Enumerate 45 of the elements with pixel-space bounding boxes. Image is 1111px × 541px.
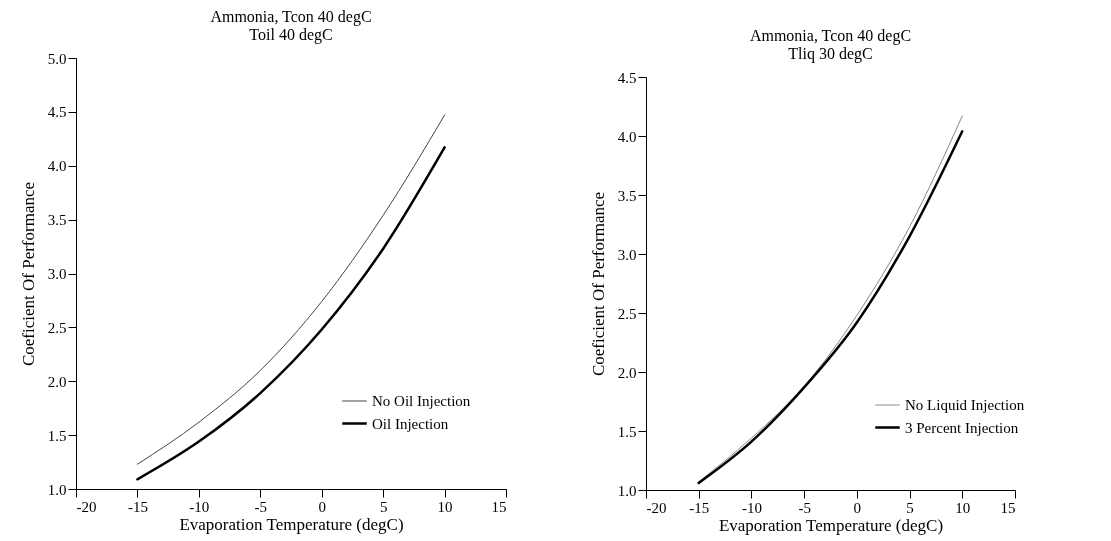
y-tick-label: 4.0 — [47, 158, 67, 175]
y-tick-label: 2.0 — [617, 364, 637, 381]
text: Ammonia, Tcon 40 degC — [749, 27, 912, 44]
x-tick-label: 15 — [1000, 499, 1016, 516]
y-axis-title: Coeficient Of Performance — [18, 181, 38, 367]
y-tick-label: 3.0 — [47, 266, 67, 282]
y-axis-title: Coeficient Of Performance — [588, 191, 608, 377]
legend-label: Oil Injection — [372, 415, 449, 432]
x-tick-label: 10 — [437, 498, 453, 515]
x-tick-label: -20 — [76, 498, 97, 515]
legend-label: No Oil Injection — [372, 393, 471, 409]
y-tick-label: 1.5 — [617, 423, 637, 440]
y-tick-label: 3.0 — [617, 246, 637, 263]
x-tick-label: -10 — [189, 498, 210, 515]
y-tick-label: 2.5 — [47, 319, 67, 336]
x-tick-label: 5 — [906, 499, 914, 516]
x-tick-label: -20 — [646, 499, 667, 516]
legend-label: No Liquid Injection — [905, 397, 1025, 413]
legend-label: 3 Percent Injection — [905, 419, 1019, 436]
y-tick-label: 3.5 — [47, 212, 67, 229]
y-tick-label: 4.5 — [617, 69, 637, 86]
y-tick-label: 2.0 — [47, 373, 67, 390]
y-tick-label: 2.5 — [617, 305, 637, 322]
y-tick-label: 3.5 — [617, 187, 637, 204]
x-axis-title: Evaporation Temperature (degC) — [179, 514, 404, 534]
x-tick-label: -5 — [798, 499, 811, 516]
text: Tliq 30 degC — [788, 45, 873, 62]
text: Ammonia, Tcon 40 degC — [210, 8, 372, 25]
x-tick-label: 5 — [379, 498, 388, 515]
x-tick-label: -15 — [689, 499, 710, 516]
y-tick-label: 1.0 — [617, 482, 637, 499]
x-tick-label: -5 — [254, 498, 268, 515]
x-axis-title: Evaporation Temperature (degC) — [718, 515, 944, 535]
y-tick-label: 1.5 — [47, 427, 67, 444]
x-tick-label: -15 — [127, 498, 148, 515]
x-tick-label: 0 — [853, 499, 862, 516]
y-tick-label: 4.0 — [617, 128, 637, 145]
x-tick-label: -10 — [741, 499, 762, 516]
y-tick-label: 4.5 — [47, 104, 67, 121]
x-tick-label: 15 — [491, 498, 507, 515]
text: Toil 40 degC — [249, 26, 333, 43]
x-tick-label: 0 — [318, 498, 326, 515]
y-tick-label: 5.0 — [47, 50, 67, 67]
x-tick-label: 10 — [955, 499, 971, 516]
y-tick-label: 1.0 — [47, 481, 67, 498]
